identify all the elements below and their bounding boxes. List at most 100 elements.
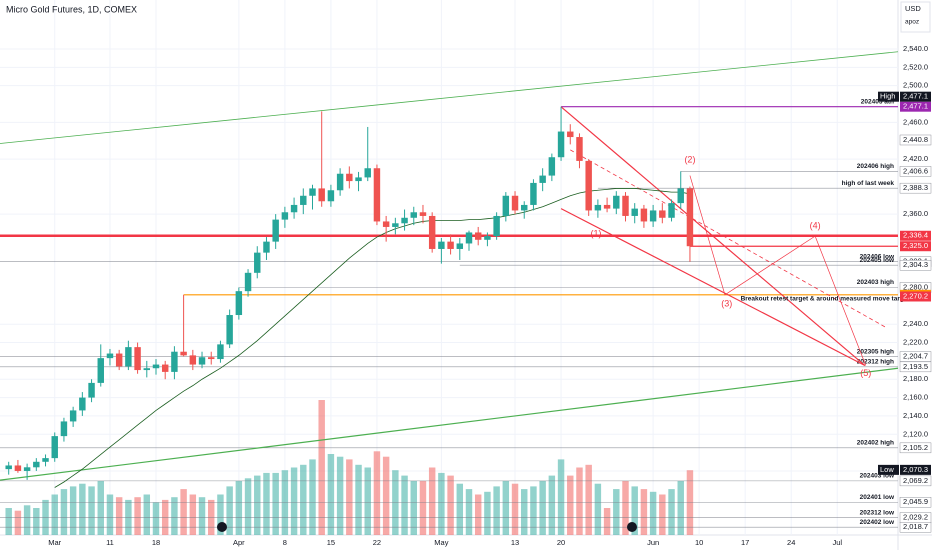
x-tick-label: 24	[787, 538, 795, 547]
candle-body	[594, 204, 602, 211]
annotation: Breakout retest target & around measured…	[741, 296, 911, 303]
marker-box	[900, 91, 931, 102]
candle-body	[281, 212, 289, 220]
level-text: 202406 low	[860, 253, 895, 260]
x-tick-label: 11	[106, 538, 114, 547]
event-icon[interactable]	[217, 522, 227, 532]
volume-bar	[622, 481, 629, 535]
volume-bar	[290, 467, 298, 535]
level-text: 202312 high	[857, 359, 894, 366]
candle-body	[474, 232, 482, 240]
volume-bar	[244, 478, 252, 535]
x-tick-label: 18	[152, 538, 160, 547]
candle-body	[309, 188, 316, 196]
volume-bar	[134, 497, 141, 535]
candle-body	[88, 382, 95, 398]
candle-body	[327, 190, 335, 202]
candle-body	[33, 461, 40, 468]
volume-bar	[585, 464, 592, 535]
candle-body	[51, 436, 58, 459]
level-text: 202405 low	[860, 257, 895, 264]
wave-label: (2)	[684, 154, 695, 164]
volume-bar	[530, 486, 537, 535]
candle-body	[456, 243, 464, 249]
event-icon[interactable]	[627, 522, 637, 532]
volume-bar	[557, 459, 565, 535]
price-label-box	[899, 351, 932, 362]
candle-body	[521, 204, 528, 211]
candle-body	[208, 357, 215, 360]
volume-bar	[106, 494, 114, 535]
candle-body	[115, 353, 123, 367]
price-label: 2,018.7	[903, 522, 928, 531]
x-tick-label: 13	[511, 538, 519, 547]
price-label-box	[900, 101, 931, 112]
candle-body	[263, 241, 270, 253]
volume-bar	[659, 494, 666, 535]
level-text: 202403 low	[860, 473, 895, 480]
marker-tag-box	[878, 91, 899, 102]
volume-bar	[668, 489, 675, 535]
x-tick-label: 22	[373, 538, 381, 547]
candle-body	[300, 195, 307, 205]
candle-body	[244, 272, 252, 292]
candle-body	[23, 467, 31, 471]
level-text: 202402 low	[860, 519, 895, 526]
candle-body	[69, 410, 77, 422]
volume-bar	[217, 494, 224, 535]
volume-bar	[235, 481, 243, 535]
volume-bar	[640, 489, 648, 535]
y-tick-label: 2,460.0	[903, 117, 928, 126]
wave-path	[689, 175, 867, 366]
volume-bar	[263, 472, 270, 535]
volume-bar	[382, 456, 390, 535]
price-label: 2,045.9	[903, 497, 928, 506]
candle-body	[226, 315, 233, 345]
candle-body	[79, 397, 86, 411]
volume-bar	[567, 475, 574, 535]
price-label: 2,304.3	[903, 260, 928, 269]
y-tick-label: 2,120.0	[903, 429, 928, 438]
price-label: 2,193.5	[903, 362, 928, 371]
candle-body	[134, 347, 141, 371]
candle-body	[428, 215, 436, 249]
currency-box[interactable]	[900, 1, 931, 33]
candles	[5, 106, 694, 488]
volume-bar	[23, 505, 31, 535]
volume-bar	[198, 497, 206, 535]
candle-body	[410, 212, 417, 218]
currency: USD	[905, 4, 921, 13]
level-text: high of last week	[842, 180, 895, 187]
volume-bar	[5, 508, 12, 535]
x-tick-label: 15	[327, 538, 335, 547]
candle-body	[511, 195, 519, 211]
y-tick-label: 2,540.0	[903, 44, 928, 53]
volume-bar	[189, 494, 197, 535]
volume-bar	[401, 475, 408, 535]
x-tick-label: May	[434, 538, 448, 547]
marker-tag-box	[878, 464, 899, 475]
candle-body	[530, 182, 537, 205]
candle-body	[97, 358, 104, 383]
volume-bar	[576, 467, 583, 535]
volume-bar	[410, 481, 417, 535]
volume-bar	[272, 472, 279, 535]
volume-bar	[484, 491, 491, 535]
price-label-box	[899, 182, 932, 194]
candle-body	[364, 168, 371, 178]
price-label: 2,325.0	[903, 241, 928, 250]
x-tick-label: Mar	[48, 538, 61, 547]
grid	[0, 0, 898, 535]
moving-average	[54, 188, 691, 488]
candle-body	[548, 157, 556, 176]
level-text: 202403 high	[857, 279, 894, 286]
candle-body	[355, 177, 362, 182]
volume-bar	[97, 481, 104, 535]
volume-bar	[428, 467, 436, 535]
volume-bar	[686, 470, 694, 535]
candle-body	[5, 465, 12, 470]
x-tick-label: 20	[557, 538, 565, 547]
price-label: 2,406.6	[903, 166, 928, 175]
level-text: 202305 high	[857, 348, 894, 355]
